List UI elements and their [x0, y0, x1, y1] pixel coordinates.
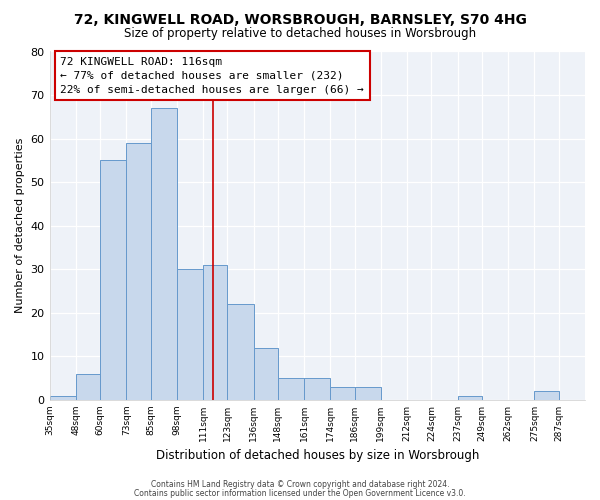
Bar: [76, 374, 100, 400]
Bar: [458, 396, 482, 400]
Bar: [203, 265, 227, 400]
Bar: [50, 396, 76, 400]
Text: Contains public sector information licensed under the Open Government Licence v3: Contains public sector information licen…: [134, 488, 466, 498]
Text: Size of property relative to detached houses in Worsbrough: Size of property relative to detached ho…: [124, 28, 476, 40]
Bar: [278, 378, 304, 400]
Bar: [100, 160, 127, 400]
Bar: [127, 143, 151, 400]
Bar: [151, 108, 177, 400]
Text: 72, KINGWELL ROAD, WORSBROUGH, BARNSLEY, S70 4HG: 72, KINGWELL ROAD, WORSBROUGH, BARNSLEY,…: [74, 12, 526, 26]
Bar: [254, 348, 278, 400]
Text: 72 KINGWELL ROAD: 116sqm
← 77% of detached houses are smaller (232)
22% of semi-: 72 KINGWELL ROAD: 116sqm ← 77% of detach…: [60, 56, 364, 94]
X-axis label: Distribution of detached houses by size in Worsbrough: Distribution of detached houses by size …: [155, 450, 479, 462]
Bar: [304, 378, 331, 400]
Text: Contains HM Land Registry data © Crown copyright and database right 2024.: Contains HM Land Registry data © Crown c…: [151, 480, 449, 489]
Bar: [227, 304, 254, 400]
Bar: [331, 387, 355, 400]
Y-axis label: Number of detached properties: Number of detached properties: [15, 138, 25, 314]
Bar: [535, 391, 559, 400]
Bar: [355, 387, 381, 400]
Bar: [177, 270, 203, 400]
